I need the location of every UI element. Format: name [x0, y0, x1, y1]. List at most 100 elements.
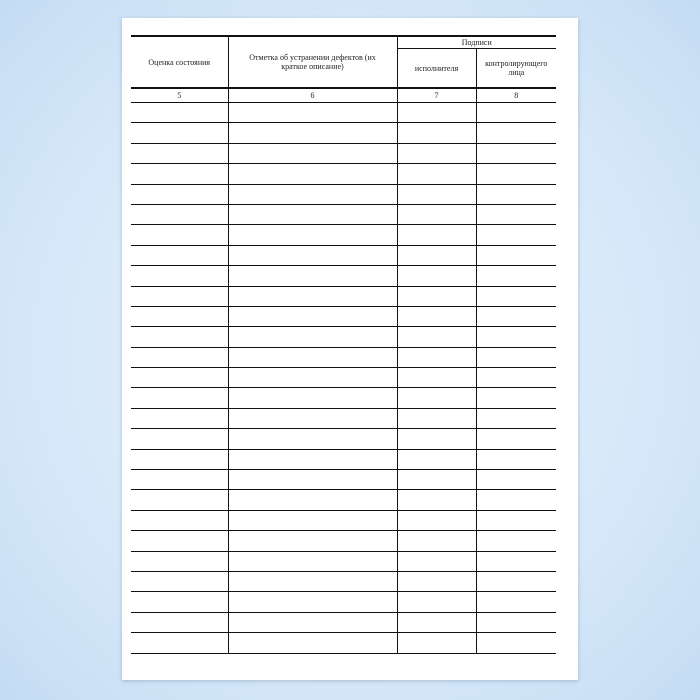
table-cell: [475, 184, 557, 205]
table-row: [131, 326, 557, 348]
table-cell: [396, 510, 477, 532]
table-cell: [396, 306, 477, 328]
column-number: 7: [396, 88, 477, 103]
table-cell: [227, 428, 398, 450]
table-row: [131, 612, 557, 634]
table-row: [131, 469, 557, 491]
table-row: [131, 265, 557, 287]
table-cell: [227, 224, 398, 246]
table-cell: [396, 632, 477, 654]
table-cell: [396, 591, 477, 613]
table-cell: [227, 163, 398, 185]
table-cell: [475, 408, 557, 430]
table-cell: [227, 306, 398, 328]
column-number-row: 5 6 7 8: [131, 88, 557, 103]
table-cell: [475, 143, 557, 165]
table-cell: [131, 510, 229, 532]
table-cell: [396, 143, 477, 165]
table-cell: [131, 469, 229, 491]
table-cell: [396, 612, 477, 634]
table-cell: [227, 102, 398, 124]
table-cell: [475, 449, 557, 471]
table-row: [131, 510, 557, 532]
table-cell: [396, 286, 477, 307]
table-cell: [131, 387, 229, 409]
table-cell: [227, 184, 398, 205]
table-cell: [131, 347, 229, 369]
table-cell: [227, 591, 398, 613]
table-cell: [475, 224, 557, 246]
table-cell: [227, 286, 398, 307]
table-row: [131, 551, 557, 572]
table-cell: [396, 326, 477, 348]
table-cell: [396, 469, 477, 491]
table-cell: [131, 489, 229, 511]
table-row: [131, 143, 557, 165]
table-cell: [396, 367, 477, 389]
header-supervisor: контролирующего лица: [475, 48, 557, 89]
table-row: [131, 428, 557, 450]
table-cell: [227, 510, 398, 532]
table-cell: [227, 265, 398, 287]
table-cell: [227, 632, 398, 654]
table-cell: [475, 265, 557, 287]
table-cell: [227, 367, 398, 389]
table-cell: [396, 347, 477, 369]
table-cell: [475, 591, 557, 613]
table-cell: [227, 489, 398, 511]
table-cell: [396, 408, 477, 430]
table-cell: [131, 102, 229, 124]
table-row: [131, 632, 557, 654]
table-cell: [227, 449, 398, 471]
table-row: [131, 408, 557, 430]
table-cell: [396, 265, 477, 287]
table-cell: [227, 347, 398, 369]
table-cell: [396, 102, 477, 124]
table-cell: [396, 571, 477, 593]
document-page: Оценка состояния Отметка об устранении д…: [122, 18, 578, 680]
table-cell: [131, 449, 229, 471]
header-executor: исполнителя: [397, 48, 477, 89]
table-cell: [396, 489, 477, 511]
table-cell: [396, 387, 477, 409]
table-cell: [475, 306, 557, 328]
header-signatures: Подписи: [396, 35, 557, 49]
table-row: [131, 347, 557, 369]
table-cell: [475, 612, 557, 634]
table-row: [131, 122, 557, 144]
table-row: [131, 184, 557, 205]
table-cell: [227, 408, 398, 430]
table-cell: [131, 612, 229, 634]
table-cell: [475, 632, 557, 654]
table-cell: [131, 224, 229, 246]
header-condition-assessment: Оценка состояния: [131, 35, 229, 89]
table-cell: [475, 571, 557, 593]
table-row: [131, 530, 557, 552]
table-cell: [475, 469, 557, 491]
table-cell: [227, 326, 398, 348]
table-cell: [131, 571, 229, 593]
table-cell: [131, 204, 229, 226]
table-cell: [396, 449, 477, 471]
table-row: [131, 367, 557, 389]
table-cell: [396, 163, 477, 185]
table-cell: [475, 347, 557, 369]
table-cell: [396, 122, 477, 144]
table-row: [131, 224, 557, 246]
table-cell: [131, 591, 229, 613]
header-defect-elimination: Отметка об устранении дефектов (их кратк…: [227, 35, 398, 89]
table-cell: [227, 469, 398, 491]
table-row: [131, 286, 557, 307]
table-cell: [396, 551, 477, 572]
defects-table: Оценка состояния Отметка об устранении д…: [131, 35, 557, 654]
table-row: [131, 489, 557, 511]
table-cell: [396, 204, 477, 226]
table-cell: [475, 102, 557, 124]
table-row: [131, 163, 557, 185]
table-cell: [475, 428, 557, 450]
table-row: [131, 245, 557, 267]
table-row: [131, 102, 557, 124]
table-cell: [227, 612, 398, 634]
table-cell: [396, 428, 477, 450]
table-cell: [131, 632, 229, 654]
